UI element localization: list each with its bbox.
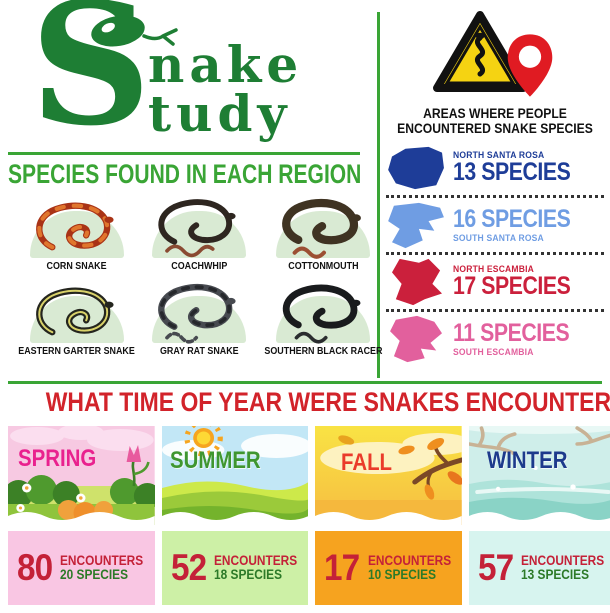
encounters-word: ENCOUNTERS	[521, 552, 605, 568]
spring-scene-art	[8, 426, 155, 525]
region-name: NORTH ESCAMBIA	[453, 264, 535, 274]
fall-scene: FALL	[315, 426, 463, 525]
species-count: 13 SPECIES	[521, 567, 590, 582]
encounters-word: ENCOUNTERS	[213, 552, 298, 568]
logo: S nake tudy	[30, 0, 360, 150]
region-row-north-escambia: NORTH ESCAMBIA 17 SPECIES	[386, 255, 604, 312]
species-label: COACHWHIP	[171, 260, 228, 272]
species-card-gray-rat-snake: GRAY RAT SNAKE	[152, 281, 247, 357]
encounters-value: 52	[170, 547, 207, 588]
map-pin-icon	[507, 34, 553, 97]
region-row-south-escambia: 11 SPECIES SOUTH ESCAMBIA	[386, 312, 604, 366]
snake-head-icon	[91, 15, 178, 47]
encounters-word: ENCOUNTERS	[367, 552, 451, 568]
coachwhip-photo	[152, 196, 247, 258]
eastern-garter-snake-illustration	[35, 287, 114, 336]
encounters-value: 17	[324, 547, 360, 588]
species-count: 10 SPECIES	[367, 567, 436, 582]
gray-rat-snake-photo	[152, 281, 247, 344]
region-species-count: 16 SPECIES	[453, 205, 571, 233]
species-card-eastern-garter-snake: EASTERN GARTER SNAKE	[8, 281, 145, 357]
logo-word-tudy: tudy	[148, 84, 292, 143]
cottonmouth-illustration	[282, 198, 362, 259]
species-card-southern-black-racer: SOUTHERN BLACK RACER	[254, 281, 393, 357]
north-escambia-map-shape	[392, 258, 442, 306]
cottonmouth-photo	[254, 196, 393, 259]
southern-black-racer-illustration	[282, 284, 361, 344]
logo-word-nake: nake	[148, 35, 304, 94]
areas-icons	[386, 6, 604, 102]
season-name: SPRING	[18, 445, 97, 472]
region-name: SOUTH ESCAMBIA	[453, 347, 534, 357]
winter-scene: WINTER	[469, 426, 610, 525]
southern-black-racer-photo	[254, 281, 393, 344]
region-species-count: 17 SPECIES	[453, 272, 571, 300]
species-label: SOUTHERN BLACK RACER	[264, 345, 383, 357]
species-grid: CORN SNAKE COACHWHIP	[8, 196, 382, 357]
vertical-divider	[377, 12, 380, 378]
season-name: SUMMER	[169, 447, 261, 474]
seasons-panel: WHAT TIME OF YEAR WERE SNAKES ENCOUNTERE…	[0, 381, 610, 605]
coachwhip-illustration	[158, 199, 236, 258]
region-species-count: 11 SPECIES	[453, 319, 570, 347]
summer-stats: 52 ENCOUNTERS 18 SPECIES	[161, 531, 309, 605]
encounters-word: ENCOUNTERS	[60, 552, 144, 568]
areas-title-line1: AREAS WHERE PEOPLE	[423, 106, 567, 121]
species-card-corn-snake: CORN SNAKE	[8, 196, 145, 272]
spring-stats: 80 ENCOUNTERS 20 SPECIES	[8, 531, 155, 605]
fall-stats: 17 ENCOUNTERS 10 SPECIES	[315, 531, 463, 605]
corn-snake-photo	[8, 196, 145, 258]
season-name: WINTER	[487, 447, 568, 474]
card-divider	[8, 525, 155, 531]
horizontal-divider	[8, 381, 602, 384]
species-section-title: SPECIES FOUND IN EACH REGION	[8, 159, 362, 189]
species-panel: SPECIES FOUND IN EACH REGION CORN SNAKE	[8, 152, 382, 357]
snake-warning-triangle-icon	[433, 11, 527, 92]
species-count: 20 SPECIES	[60, 567, 129, 582]
gray-rat-snake-illustration	[158, 283, 236, 344]
season-name: FALL	[341, 449, 393, 476]
species-label: COTTONMOUTH	[287, 260, 359, 272]
species-card-cottonmouth: COTTONMOUTH	[254, 196, 393, 272]
season-card-summer: SUMMER 52 ENCOUNTERS 18 SPECIES	[161, 426, 309, 605]
horizontal-divider	[8, 152, 360, 155]
winter-stats: 57 ENCOUNTERS 13 SPECIES	[469, 531, 610, 605]
region-species-count: 13 SPECIES	[453, 158, 571, 186]
winter-scene-art	[469, 426, 610, 525]
species-count: 18 SPECIES	[213, 567, 282, 582]
south-escambia-map-shape	[390, 315, 442, 363]
eastern-garter-snake-photo	[8, 281, 145, 343]
summer-scene: SUMMER	[161, 426, 309, 525]
south-santa-rosa-map-shape	[388, 202, 444, 249]
region-name: NORTH SANTA ROSA	[453, 150, 545, 160]
areas-title-line2: ENCOUNTERED SNAKE SPECIES	[397, 121, 593, 136]
species-label: EASTERN GARTER SNAKE	[18, 345, 135, 357]
season-cards: SPRING 80 ENCOUNTERS 20 SPECIES	[0, 426, 610, 605]
region-list: NORTH SANTA ROSA 13 SPECIES 16 SPECIES S…	[386, 141, 604, 366]
seasons-section-title: WHAT TIME OF YEAR WERE SNAKES ENCOUNTERE…	[45, 387, 610, 417]
card-divider	[161, 525, 309, 531]
species-label: GRAY RAT SNAKE	[160, 345, 239, 357]
species-card-coachwhip: COACHWHIP	[152, 196, 247, 272]
region-row-south-santa-rosa: 16 SPECIES SOUTH SANTA ROSA	[386, 198, 604, 255]
card-divider	[469, 525, 610, 531]
corn-snake-illustration	[35, 202, 114, 251]
spring-scene: SPRING	[8, 426, 155, 525]
region-row-north-santa-rosa: NORTH SANTA ROSA 13 SPECIES	[386, 141, 604, 198]
season-card-spring: SPRING 80 ENCOUNTERS 20 SPECIES	[8, 426, 155, 605]
logo-words: nake tudy	[148, 35, 304, 143]
areas-title: AREAS WHERE PEOPLE ENCOUNTERED SNAKE SPE…	[397, 106, 593, 136]
card-divider	[315, 525, 463, 531]
summer-scene-art	[161, 426, 309, 525]
season-card-fall: FALL 17 ENCOUNTERS 10 SPECIES	[315, 426, 463, 605]
encounters-value: 57	[478, 547, 514, 588]
fall-scene-art	[315, 426, 463, 525]
species-label: CORN SNAKE	[46, 260, 107, 272]
season-card-winter: WINTER 57 ENCOUNTERS 13 SPECIES	[469, 426, 610, 605]
region-name: SOUTH SANTA ROSA	[453, 233, 544, 243]
north-santa-rosa-map-shape	[388, 146, 444, 190]
areas-panel: AREAS WHERE PEOPLE ENCOUNTERED SNAKE SPE…	[386, 6, 604, 366]
encounters-value: 80	[17, 547, 53, 588]
